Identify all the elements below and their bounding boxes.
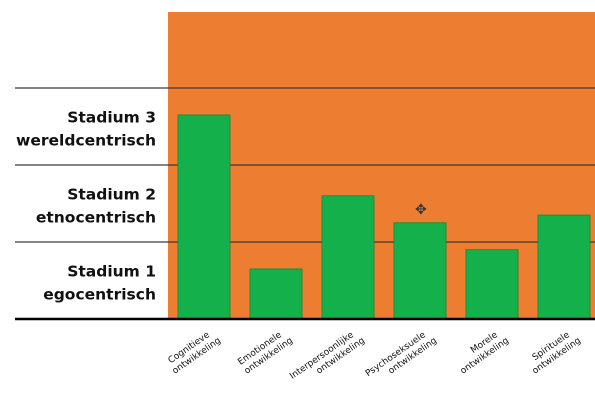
bar bbox=[465, 249, 519, 320]
stage-label-name: wereldcentrisch bbox=[16, 132, 156, 150]
stage-label-number: Stadium 1 bbox=[67, 263, 156, 281]
stage-label-name: etnocentrisch bbox=[36, 209, 156, 227]
gridlines bbox=[15, 87, 595, 243]
stage-label: Stadium 3 wereldcentrisch bbox=[16, 109, 156, 150]
stage-label-name: egocentrisch bbox=[43, 286, 156, 304]
stage-label-number: Stadium 2 bbox=[67, 186, 156, 204]
bar bbox=[321, 195, 375, 320]
stage-label: Stadium 2 etnocentrisch bbox=[36, 186, 156, 227]
bar bbox=[393, 222, 447, 320]
cursor-move-icon: ✥ bbox=[415, 202, 427, 218]
bar bbox=[537, 214, 591, 320]
stage-label-number: Stadium 3 bbox=[67, 109, 156, 127]
bars bbox=[177, 114, 591, 320]
stage-labels: Stadium 1 egocentrisch Stadium 2 etnocentri… bbox=[16, 109, 156, 304]
stage-label: Stadium 1 egocentrisch bbox=[43, 263, 156, 304]
bar bbox=[177, 114, 231, 320]
bar bbox=[249, 268, 303, 320]
